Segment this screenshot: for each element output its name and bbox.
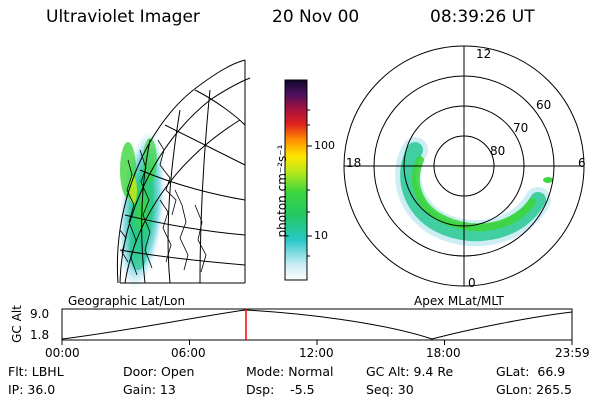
mlat-label-80: 80 [490, 144, 506, 158]
mlat-label-60: 60 [536, 98, 552, 112]
altitude-ytick-min: 1.8 [30, 328, 50, 342]
status-glon: GLon: 265.5 [496, 382, 572, 397]
colorbar-tick-100: 100 [314, 139, 335, 152]
date-label: 20 Nov 00 [272, 7, 360, 27]
mlt-label-12: 12 [476, 47, 492, 61]
altitude-xtick-4: 23:59 [555, 346, 590, 360]
altitude-ylabel: GC Alt [10, 305, 24, 343]
geo-panel-label: Geographic Lat/Lon [68, 294, 186, 308]
mlt-label-18: 18 [346, 156, 362, 170]
altitude-curve [61, 309, 573, 340]
altitude-xtick-2: 12:00 [299, 346, 334, 360]
mlt-label-0: 0 [468, 276, 476, 290]
mlt-label-6: 6 [578, 156, 586, 170]
polar-panel-label: Apex MLat/MLT [414, 294, 504, 308]
status-glat: GLat: 66.9 [496, 364, 566, 379]
status-mode: Mode: Normal [246, 364, 334, 379]
status-ip: IP: 36.0 [8, 382, 56, 397]
altitude-xtick-3: 18:00 [426, 346, 461, 360]
status-seq: Seq: 30 [366, 382, 414, 397]
instrument-title: Ultraviolet Imager [46, 7, 200, 27]
status-filter: Flt: LBHL [8, 364, 64, 379]
colorbar-tick-10: 10 [314, 229, 328, 242]
status-gain: Gain: 13 [123, 382, 176, 397]
time-label: 08:39:26 UT [430, 7, 535, 27]
status-gc-alt: GC Alt: 9.4 Re [366, 364, 454, 379]
altitude-ytick-max: 9.0 [30, 307, 50, 321]
mlat-label-70: 70 [513, 121, 529, 135]
status-door: Door: Open [123, 364, 195, 379]
altitude-xtick-1: 06:00 [171, 346, 206, 360]
altitude-xtick-0: 00:00 [45, 346, 80, 360]
status-dsp: Dsp: -5.5 [246, 382, 315, 397]
